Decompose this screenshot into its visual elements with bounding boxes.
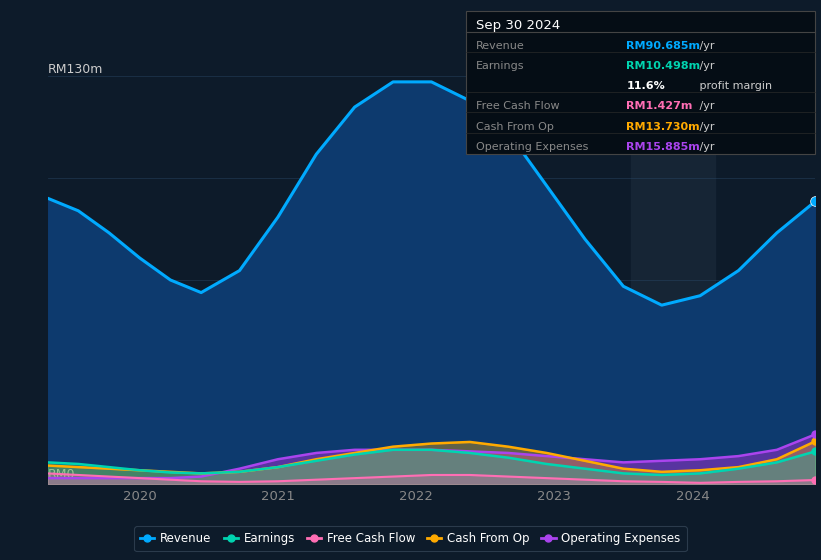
Text: /yr: /yr [696, 41, 715, 50]
Text: Earnings: Earnings [476, 61, 525, 71]
Text: /yr: /yr [696, 61, 715, 71]
Text: Operating Expenses: Operating Expenses [476, 142, 589, 152]
Text: Free Cash Flow: Free Cash Flow [476, 101, 560, 111]
Text: RM15.885m: RM15.885m [626, 142, 700, 152]
Text: RM13.730m: RM13.730m [626, 122, 700, 132]
Text: 11.6%: 11.6% [626, 81, 665, 91]
Text: profit margin: profit margin [696, 81, 773, 91]
Text: RM1.427m: RM1.427m [626, 101, 693, 111]
Text: Cash From Op: Cash From Op [476, 122, 554, 132]
Text: RM90.685m: RM90.685m [626, 41, 700, 50]
Text: Revenue: Revenue [476, 41, 525, 50]
Bar [631, 76, 715, 484]
Text: RM130m: RM130m [48, 63, 103, 76]
Text: /yr: /yr [696, 142, 715, 152]
Legend: Revenue, Earnings, Free Cash Flow, Cash From Op, Operating Expenses: Revenue, Earnings, Free Cash Flow, Cash … [135, 526, 686, 551]
Text: RM10.498m: RM10.498m [626, 61, 700, 71]
Text: /yr: /yr [696, 101, 715, 111]
Text: Sep 30 2024: Sep 30 2024 [476, 18, 561, 32]
Text: RM0: RM0 [48, 468, 75, 481]
Text: /yr: /yr [696, 122, 715, 132]
